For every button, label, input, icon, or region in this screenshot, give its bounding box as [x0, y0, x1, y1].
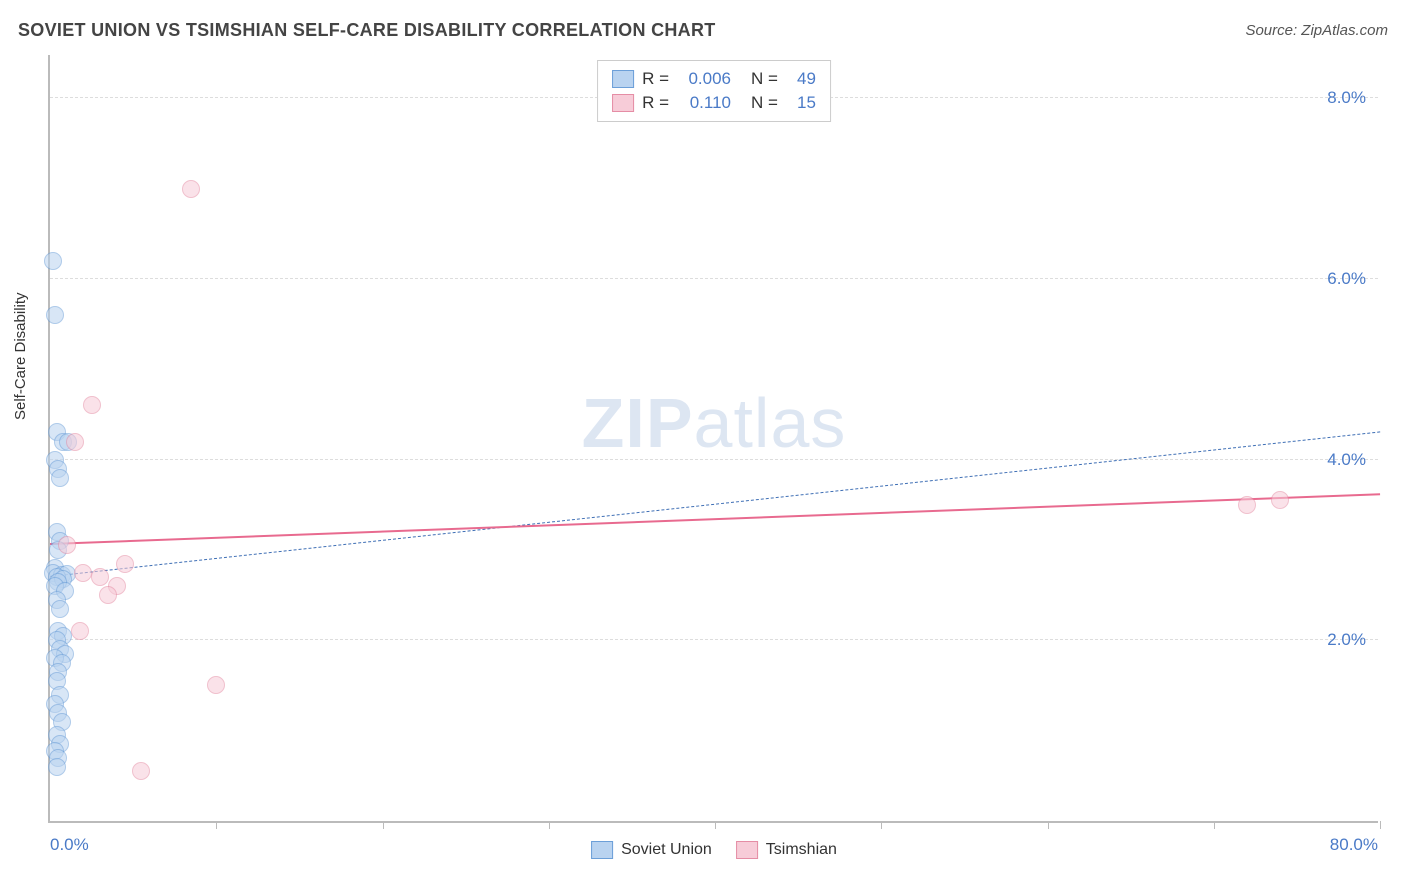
series-name: Tsimshian: [766, 841, 837, 859]
xtick: [1380, 821, 1381, 829]
n-value: 15: [786, 93, 816, 113]
xtick: [383, 821, 384, 829]
ytick-label: 6.0%: [1327, 269, 1366, 289]
data-point: [51, 469, 69, 487]
gridline: [50, 278, 1378, 279]
series-legend-item: Soviet Union: [591, 841, 712, 859]
gridline: [50, 459, 1378, 460]
n-value: 49: [786, 69, 816, 89]
legend-swatch: [591, 841, 613, 859]
trend-line: [50, 432, 1380, 578]
watermark-light: atlas: [694, 384, 847, 462]
chart-source: Source: ZipAtlas.com: [1245, 22, 1388, 39]
xtick: [1214, 821, 1215, 829]
legend-swatch: [612, 70, 634, 88]
data-point: [1238, 496, 1256, 514]
stats-legend-row: R = 0.110 N = 15: [612, 91, 816, 115]
xtick: [881, 821, 882, 829]
gridline: [50, 639, 1378, 640]
data-point: [207, 676, 225, 694]
y-axis-label: Self-Care Disability: [12, 292, 29, 420]
ytick-label: 2.0%: [1327, 630, 1366, 650]
r-label: R =: [642, 93, 669, 113]
data-point: [66, 433, 84, 451]
data-point: [99, 586, 117, 604]
data-point: [74, 564, 92, 582]
r-value: 0.110: [677, 93, 731, 113]
data-point: [83, 396, 101, 414]
data-point: [71, 622, 89, 640]
chart-title: SOVIET UNION VS TSIMSHIAN SELF-CARE DISA…: [18, 20, 716, 41]
stats-legend-row: R = 0.006 N = 49: [612, 67, 816, 91]
xtick: [216, 821, 217, 829]
ytick-label: 8.0%: [1327, 88, 1366, 108]
watermark-bold: ZIP: [582, 384, 694, 462]
ytick-label: 4.0%: [1327, 450, 1366, 470]
chart-header: SOVIET UNION VS TSIMSHIAN SELF-CARE DISA…: [18, 20, 1388, 41]
r-value: 0.006: [677, 69, 731, 89]
data-point: [48, 758, 66, 776]
legend-swatch: [612, 94, 634, 112]
data-point: [116, 555, 134, 573]
r-label: R =: [642, 69, 669, 89]
data-point: [44, 252, 62, 270]
data-point: [132, 762, 150, 780]
legend-swatch: [736, 841, 758, 859]
series-legend-item: Tsimshian: [736, 841, 837, 859]
data-point: [58, 536, 76, 554]
data-point: [1271, 491, 1289, 509]
series-legend: Soviet Union Tsimshian: [591, 841, 837, 859]
watermark: ZIPatlas: [582, 383, 847, 463]
data-point: [182, 180, 200, 198]
trend-line: [50, 494, 1380, 546]
xtick: [549, 821, 550, 829]
xtick: [715, 821, 716, 829]
chart-plot-area: ZIPatlas 2.0%4.0%6.0%8.0%0.0%80.0%R =0.0…: [48, 55, 1378, 823]
data-point: [46, 306, 64, 324]
data-point: [51, 600, 69, 618]
x-axis-max-label: 80.0%: [1330, 835, 1378, 855]
stats-legend: R = 0.006 N = 49 R = 0.110 N = 15: [597, 60, 831, 122]
x-axis-min-label: 0.0%: [50, 835, 89, 855]
series-name: Soviet Union: [621, 841, 712, 859]
xtick: [1048, 821, 1049, 829]
n-label: N =: [751, 93, 778, 113]
data-point: [91, 568, 109, 586]
n-label: N =: [751, 69, 778, 89]
